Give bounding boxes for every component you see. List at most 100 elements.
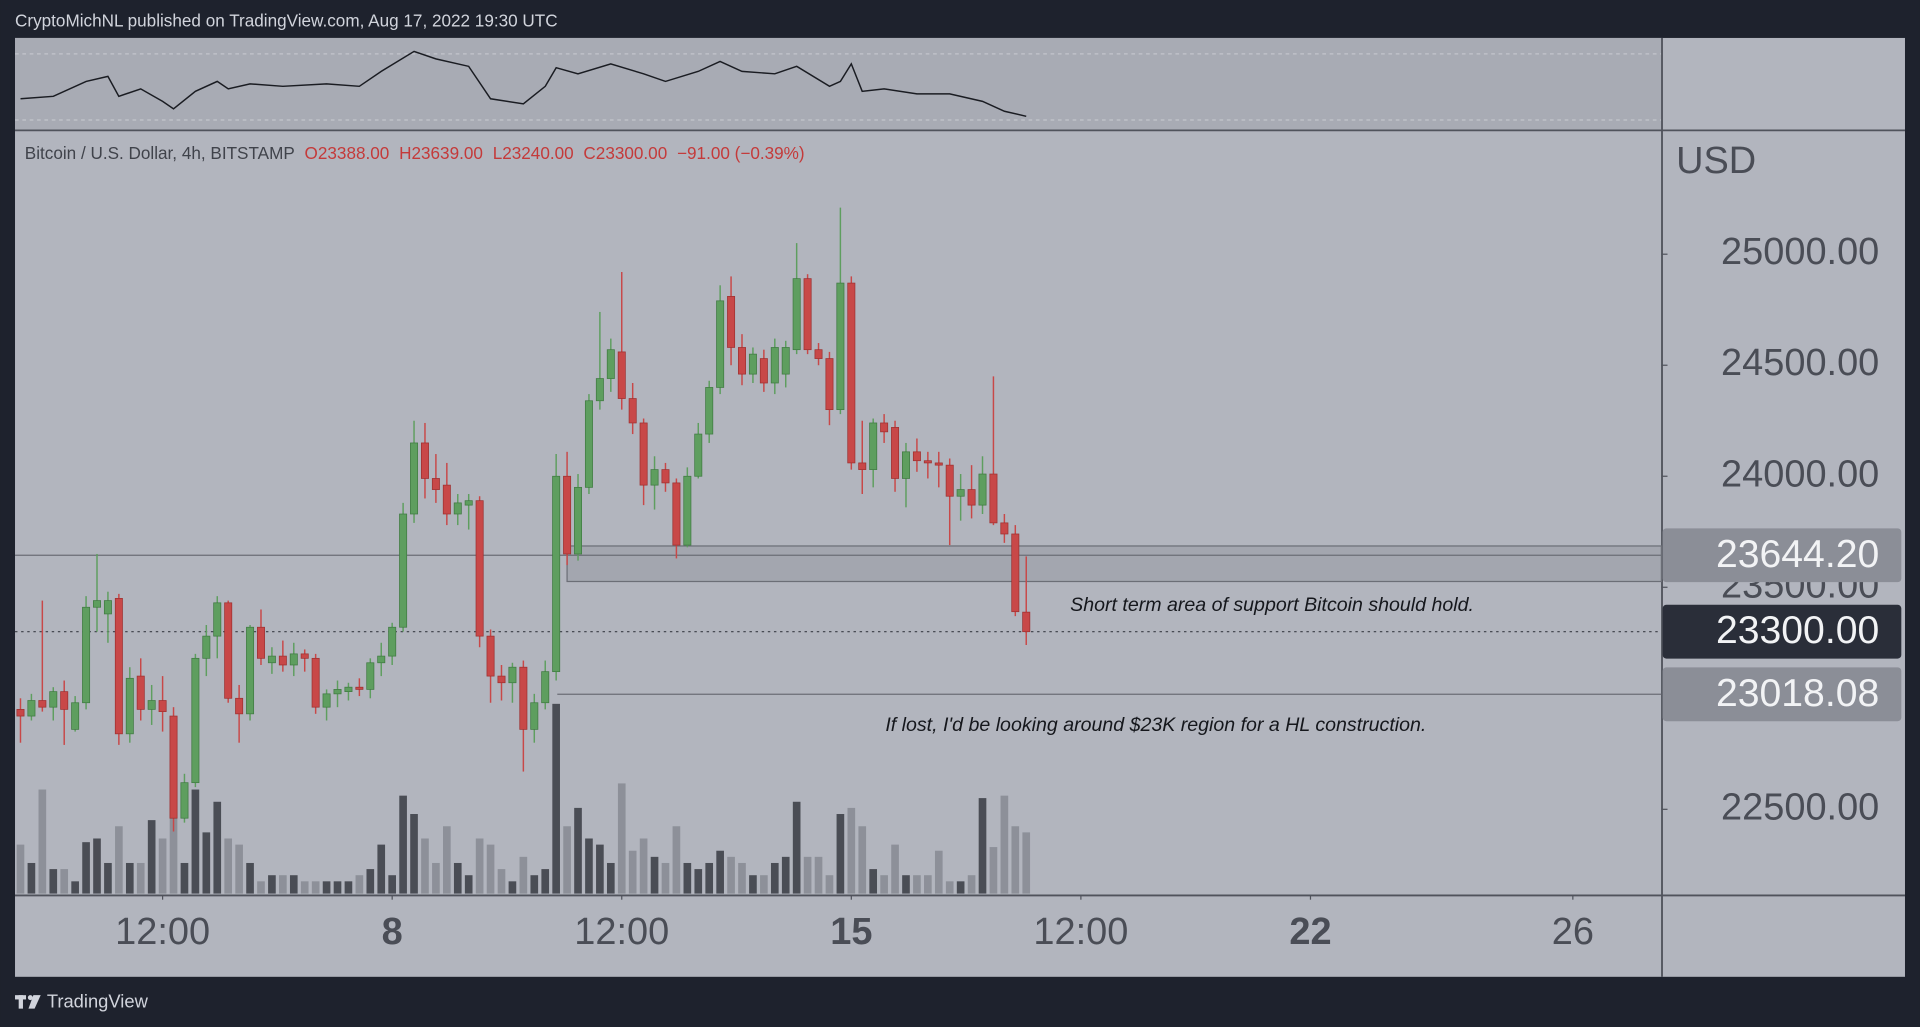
candle-body — [377, 655, 386, 664]
candle-body — [519, 666, 528, 730]
volume-bar — [934, 850, 943, 894]
symbol: Bitcoin / U.S. Dollar, 4h, BITSTAMP — [25, 143, 295, 163]
volume-bar — [432, 862, 440, 894]
volume-bar — [16, 844, 25, 894]
candle-body — [683, 475, 692, 546]
candle-body — [420, 442, 429, 479]
annotation: If lost, I'd be looking around $23K regi… — [885, 714, 1426, 736]
volume-bar — [136, 862, 145, 894]
volume-bar — [38, 789, 47, 894]
volume-bar — [639, 838, 648, 894]
open-label: O23388.00 — [305, 143, 390, 163]
volume-bar — [300, 881, 309, 894]
candle-body — [93, 600, 101, 608]
y-tick-label: 24000.00 — [1721, 453, 1879, 495]
candle-body — [770, 347, 779, 384]
volume-bar — [213, 801, 222, 894]
candle-body — [322, 693, 331, 708]
candle-body — [16, 709, 25, 717]
volume-bar — [596, 844, 604, 894]
candle-body — [595, 378, 604, 402]
candle-body — [289, 653, 298, 666]
candle-body — [541, 671, 550, 704]
candle-body — [399, 513, 408, 628]
volume-bar — [847, 807, 856, 894]
candle-body — [727, 296, 736, 348]
candle-body — [639, 422, 648, 486]
volume-bar — [322, 881, 331, 894]
volume-bar — [803, 856, 812, 894]
candle-body — [716, 300, 725, 388]
candle-body — [934, 462, 943, 466]
price-label-box — [1662, 528, 1902, 583]
volume-bar — [781, 856, 790, 894]
volume-bar — [388, 875, 396, 894]
volume-bar — [377, 844, 386, 894]
candle-body — [912, 451, 921, 462]
volume-bar — [727, 856, 735, 894]
volume-bar — [530, 875, 539, 894]
candle-body — [300, 653, 309, 659]
volume-bar — [71, 881, 79, 894]
volume-bar — [1000, 795, 1009, 894]
volume-bar — [869, 869, 878, 894]
volume-bar — [333, 881, 342, 894]
volume-bar — [421, 838, 429, 894]
volume-bar — [749, 875, 757, 894]
y-tick-label: 24500.00 — [1721, 342, 1879, 384]
candle-body — [71, 702, 80, 730]
volume-bar — [705, 862, 714, 894]
volume-bar — [694, 869, 703, 894]
volume-bar — [27, 862, 36, 894]
candle-body — [486, 635, 495, 677]
volume-bar — [519, 856, 528, 894]
candle-body — [114, 598, 123, 735]
volume-bar — [344, 881, 353, 894]
volume-bar — [475, 838, 484, 894]
candle-body — [847, 282, 856, 464]
candle-body — [103, 600, 112, 615]
volume-bar — [738, 862, 746, 894]
candle-body — [748, 353, 757, 375]
volume-bar — [716, 850, 724, 894]
volume-bar — [257, 881, 265, 894]
high-label: H23639.00 — [399, 143, 483, 163]
volume-bar — [956, 881, 965, 894]
candle-body — [366, 662, 375, 690]
volume-bar — [169, 807, 178, 894]
candle-body — [82, 606, 91, 704]
volume-bar — [115, 826, 123, 894]
volume-bar — [464, 875, 473, 894]
candle-body — [858, 462, 867, 470]
candle-body — [1022, 611, 1031, 633]
price-label: 23018.08 — [1716, 672, 1879, 715]
volume-bar — [617, 783, 626, 894]
x-tick-label: 12:00 — [1033, 911, 1128, 953]
candle-body — [508, 666, 517, 684]
volume-bar — [366, 869, 375, 894]
candle-body — [792, 278, 801, 351]
candle-body — [584, 400, 593, 488]
volume-bar — [268, 875, 276, 894]
candle-body — [169, 715, 178, 819]
candle-body — [672, 482, 681, 546]
candle-body — [344, 686, 353, 692]
volume-bar — [202, 832, 211, 894]
volume-bar — [606, 862, 615, 894]
candle-body — [464, 500, 473, 506]
volume-bar — [945, 881, 954, 894]
candle-body — [923, 460, 932, 464]
price-label-box — [1662, 604, 1902, 659]
candle-body — [814, 349, 823, 359]
candle-body — [803, 278, 812, 351]
volume-bar — [902, 875, 910, 894]
volume-bar — [924, 875, 932, 894]
volume-bar — [49, 869, 58, 894]
volume-bar — [235, 844, 243, 894]
volume-bar — [1022, 832, 1031, 894]
change-label: −91.00 (−0.39%) — [677, 143, 805, 163]
candle-body — [880, 422, 889, 433]
volume-bar — [978, 798, 987, 894]
volume-bar — [683, 862, 692, 894]
volume-bar — [770, 862, 779, 894]
